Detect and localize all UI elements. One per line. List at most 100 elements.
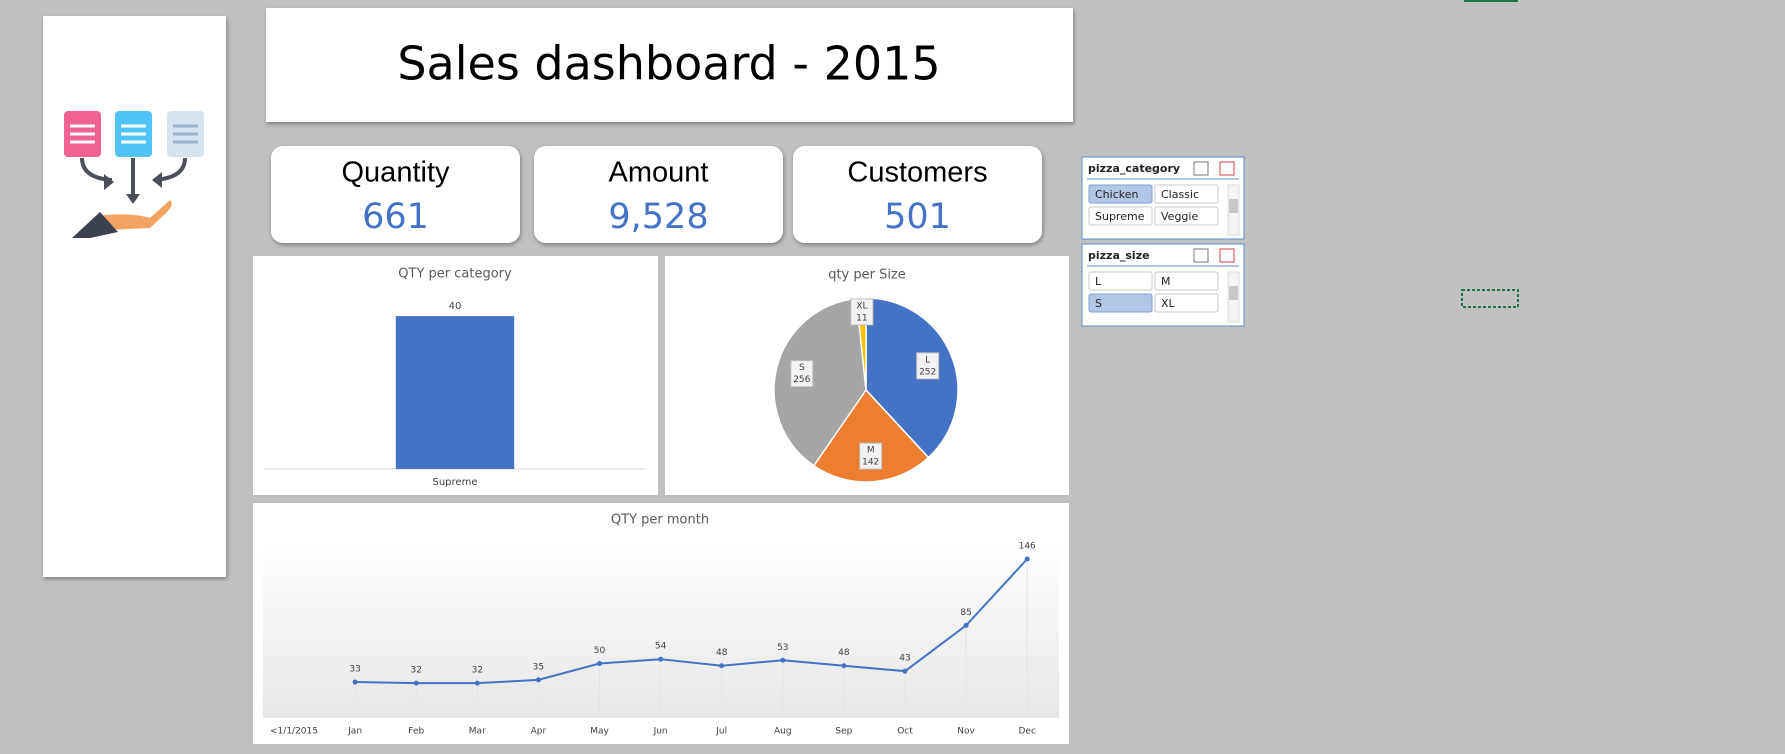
slicer-item-label[interactable]: Supreme	[1095, 210, 1145, 223]
kpi-value: 661	[362, 197, 429, 237]
kpi-value: 9,528	[608, 197, 708, 237]
x-tick-label: Aug	[774, 727, 792, 737]
slicer-item-label[interactable]: Veggie	[1161, 210, 1198, 223]
data-label: 32	[472, 666, 483, 676]
point	[597, 661, 602, 667]
kpi-label: Amount	[609, 157, 709, 189]
x-tick-label: Mar	[469, 727, 486, 737]
slicer-item[interactable]	[1154, 271, 1219, 291]
slicer-title: pizza_category	[1088, 162, 1180, 175]
kpi-label: Quantity	[342, 157, 450, 189]
slicer-item[interactable]	[1154, 206, 1219, 226]
column-marker	[1464, 0, 1518, 2]
data-label: 43	[899, 654, 910, 664]
side-panel	[43, 16, 226, 577]
slicer-item[interactable]	[1088, 293, 1153, 313]
pie-category-label: S	[799, 363, 805, 373]
kpi-card	[271, 146, 520, 243]
slicer-item[interactable]	[1154, 293, 1219, 313]
x-tick-label: Jul	[715, 727, 727, 737]
point	[780, 657, 786, 663]
slicer-item-label[interactable]: Chicken	[1095, 188, 1139, 201]
x-tick-label: Sep	[835, 727, 852, 737]
pie-category-label: L	[925, 355, 930, 365]
kpi-value: 501	[884, 197, 951, 237]
x-tick-label: Dec	[1018, 727, 1035, 737]
data-label: 54	[655, 642, 667, 652]
point	[474, 680, 480, 686]
chart-title: QTY per month	[611, 513, 709, 528]
label-box	[859, 442, 883, 470]
icon	[64, 111, 204, 238]
chart-title: QTY per category	[398, 267, 512, 282]
data-label: 33	[349, 665, 360, 675]
bar	[395, 316, 515, 469]
pie-slice	[812, 388, 930, 483]
slicer-item-label[interactable]: L	[1095, 275, 1102, 288]
x-tick-label: Oct	[897, 727, 913, 737]
slicer-item[interactable]	[1154, 184, 1219, 204]
multi-select-button[interactable]	[1193, 161, 1209, 176]
slicer-item-label[interactable]: M	[1161, 275, 1171, 288]
data-label: 35	[533, 662, 544, 672]
scroll-thumb[interactable]	[1229, 286, 1238, 300]
title-box	[266, 8, 1073, 122]
slicer-title: pizza_size	[1088, 249, 1150, 262]
kpi-label: Customers	[847, 157, 987, 189]
pie-category-label: M	[867, 446, 875, 456]
scroll-thumb[interactable]	[1229, 199, 1238, 213]
data-label: 40	[449, 301, 462, 312]
selected-cell[interactable]	[1461, 289, 1519, 308]
label-box	[916, 352, 940, 380]
slicer-item[interactable]	[1088, 271, 1153, 291]
pie-slice	[865, 297, 959, 459]
pie-category-label: XL	[856, 301, 867, 311]
x-tick-label: May	[590, 727, 609, 737]
point	[719, 663, 725, 669]
label-box	[850, 298, 874, 326]
data-label: 146	[1019, 542, 1036, 552]
slicer-item[interactable]	[1088, 206, 1153, 226]
data-label: 48	[716, 648, 728, 658]
kpi-card	[793, 146, 1042, 243]
data-label: 53	[777, 643, 788, 653]
point	[963, 622, 969, 628]
label-box	[790, 360, 814, 388]
data-label: 11	[856, 313, 867, 323]
slicer-item-label[interactable]: XL	[1161, 297, 1176, 310]
slicer-item-label[interactable]: S	[1095, 297, 1102, 310]
point	[352, 679, 358, 685]
x-tick-label: <1/1/2015	[270, 727, 318, 737]
x-tick-label: Feb	[408, 727, 424, 737]
data-label: 85	[960, 608, 971, 618]
slicer-item[interactable]	[1088, 184, 1153, 204]
data-label: 32	[410, 666, 421, 676]
line	[355, 558, 1028, 685]
data-label: 252	[919, 367, 936, 377]
slicer-item-label[interactable]: Classic	[1161, 188, 1199, 201]
multi-select-button[interactable]	[1193, 248, 1209, 263]
data-label: 50	[594, 646, 606, 656]
point	[841, 663, 847, 669]
dashboard-title: Sales dashboard - 2015	[397, 37, 940, 91]
x-tick-label: Supreme	[433, 477, 478, 488]
chart-title: qty per Size	[828, 268, 906, 283]
data-label: 256	[793, 375, 810, 385]
point	[1024, 556, 1030, 562]
data-label: 48	[838, 648, 850, 658]
point	[902, 668, 908, 674]
x-tick-label: Jan	[347, 727, 362, 737]
clear-filter-button[interactable]	[1219, 161, 1235, 176]
point	[413, 680, 419, 686]
pie-slice	[773, 297, 867, 467]
point	[535, 677, 541, 683]
clear-filter-button[interactable]	[1219, 248, 1235, 263]
data-label: 142	[862, 458, 879, 468]
x-tick-label: Jun	[653, 727, 668, 737]
x-tick-label: Apr	[531, 727, 547, 737]
x-tick-label: Nov	[957, 727, 975, 737]
kpi-card	[534, 146, 783, 243]
point	[658, 656, 664, 662]
